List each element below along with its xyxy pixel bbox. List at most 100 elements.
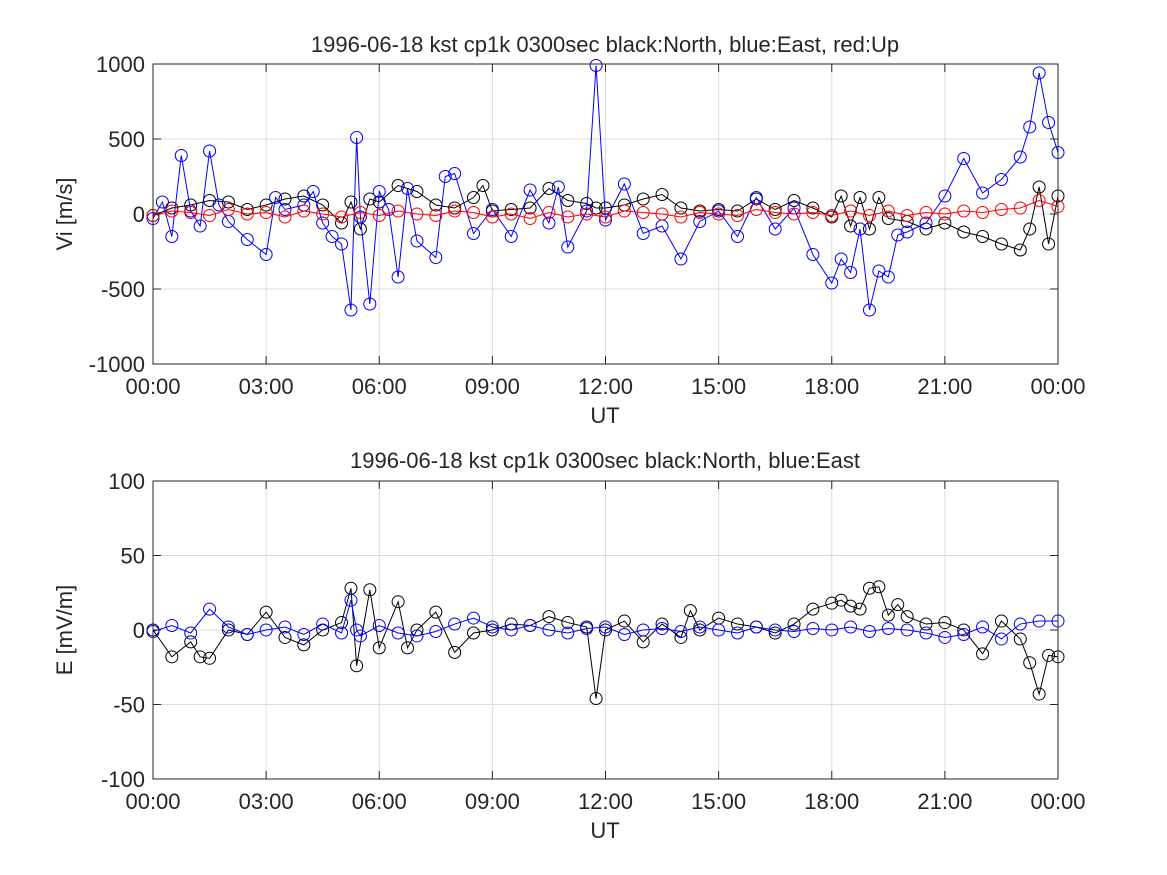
efield-x-tick-label: 06:00 [352, 789, 407, 814]
velocity-data-point [278, 210, 292, 224]
velocity-data-point [363, 192, 377, 206]
efield-data-point [834, 593, 848, 607]
velocity-data-point [504, 230, 518, 243]
velocity-data-point [221, 203, 235, 216]
velocity-data-point [353, 210, 367, 224]
velocity-data-point [350, 131, 364, 144]
velocity-data-point [467, 227, 481, 240]
velocity-data-point [259, 248, 273, 261]
velocity-y-tick-label: 1000 [96, 52, 145, 77]
efield-data-point [165, 650, 179, 664]
velocity-data-point [372, 185, 386, 198]
efield-data-point [938, 616, 952, 630]
velocity-data-point [429, 251, 443, 264]
efield-data-point [467, 611, 481, 625]
velocity-data-point [589, 201, 603, 215]
efield-data-point [881, 608, 895, 622]
efield-data-point [542, 623, 556, 637]
velocity-data-point [542, 216, 556, 230]
efield-data-point [938, 630, 952, 644]
velocity-data-point [919, 216, 933, 230]
efield-x-tick-label: 15:00 [691, 789, 746, 814]
velocity-x-tick-label: 09:00 [465, 374, 520, 399]
velocity-x-tick-label: 00:00 [1030, 374, 1085, 399]
velocity-data-point [994, 203, 1008, 216]
velocity-data-point [476, 179, 490, 192]
efield-data-point [636, 623, 650, 637]
efield-x-tick-label: 00:00 [125, 789, 180, 814]
velocity-data-point [269, 191, 283, 204]
velocity-data-point [900, 225, 914, 239]
velocity-data-point [730, 209, 744, 222]
electric-field-chart-x-axis-label: UT [590, 818, 619, 843]
efield-data-point [976, 620, 990, 634]
efield-data-point [485, 623, 499, 637]
velocity-data-point [730, 230, 744, 243]
efield-data-point [410, 629, 424, 643]
velocity-chart-y-axis-label: Vi [m/s] [52, 178, 77, 251]
velocity-data-point [881, 270, 895, 284]
velocity-chart-x-axis-label: UT [590, 403, 619, 428]
velocity-data-point [1042, 237, 1056, 251]
efield-data-point [768, 623, 782, 637]
velocity-data-point [957, 204, 971, 218]
efield-data-point [240, 627, 254, 641]
efield-data-point [919, 617, 933, 631]
electric-field-chart-title: 1996-06-18 kst cp1k 0300sec black:North,… [350, 448, 860, 473]
efield-data-point [749, 620, 763, 634]
efield-data-point [768, 626, 782, 640]
efield-data-point [994, 632, 1008, 646]
efield-data-point [344, 593, 358, 607]
velocity-data-point [240, 207, 254, 221]
velocity-data-point [467, 206, 481, 219]
velocity-data-point [872, 264, 886, 278]
efield-data-point [976, 647, 990, 661]
velocity-data-point [976, 206, 990, 219]
velocity-data-point [259, 206, 273, 219]
velocity-data-point [391, 204, 405, 218]
efield-data-point [806, 602, 820, 616]
velocity-data-point [872, 191, 886, 204]
velocity-data-point [636, 227, 650, 240]
efield-data-point [712, 623, 726, 637]
velocity-data-point [957, 152, 971, 165]
efield-data-point [353, 629, 367, 643]
efield-data-point [504, 623, 518, 637]
efield-data-point [1023, 656, 1037, 670]
velocity-data-point [448, 204, 462, 218]
velocity-data-point [174, 149, 188, 162]
velocity-data-point [825, 276, 839, 290]
velocity-data-point [203, 209, 217, 222]
velocity-data-point [335, 237, 349, 251]
velocity-x-tick-label: 15:00 [691, 374, 746, 399]
efield-data-point [599, 623, 612, 637]
efield-data-point [203, 651, 217, 665]
velocity-data-point [862, 209, 876, 222]
velocity-data-point [410, 234, 424, 248]
efield-data-point [1032, 687, 1046, 701]
velocity-data-point [278, 203, 292, 216]
velocity-chart: 00:00 03:00 06:00 09:00 12:00 15:00 18:00 21:00… [52, 32, 1086, 428]
velocity-data-point [353, 206, 367, 219]
efield-data-point [881, 622, 895, 636]
efield-data-point [1013, 632, 1027, 646]
efield-x-tick-label: 12:00 [578, 789, 633, 814]
velocity-data-point [806, 248, 820, 261]
efield-data-point [806, 622, 820, 636]
velocity-data-point [674, 210, 688, 224]
velocity-data-point [165, 230, 179, 243]
efield-data-point [683, 604, 697, 618]
efield-data-point [617, 627, 631, 641]
velocity-data-point [523, 183, 537, 197]
velocity-data-point [938, 216, 952, 230]
efield-data-point [429, 605, 443, 619]
velocity-data-point [485, 210, 499, 224]
efield-data-point [853, 602, 867, 616]
velocity-y-tick-label: 500 [108, 127, 145, 152]
velocity-data-point [335, 210, 349, 224]
velocity-data-point [429, 209, 443, 222]
efield-data-point [655, 622, 669, 636]
velocity-data-point [240, 203, 254, 216]
velocity-data-point [278, 192, 292, 206]
